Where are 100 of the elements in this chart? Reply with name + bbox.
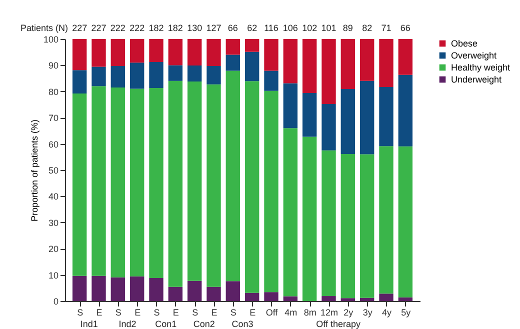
bar [226, 39, 240, 55]
bar [187, 81, 202, 281]
text: 82 [362, 23, 372, 33]
bar [283, 128, 298, 296]
x-tick-label: E [172, 308, 179, 318]
text: Off therapy [316, 319, 362, 329]
bar [226, 70, 240, 282]
text: Con1 [155, 319, 177, 329]
bar [340, 298, 356, 301]
bar [360, 154, 374, 298]
bar [206, 66, 221, 84]
bar [72, 93, 87, 276]
text: Con2 [193, 319, 215, 329]
bar [244, 52, 260, 82]
bar [379, 294, 394, 301]
x-tick-label: S [77, 308, 84, 318]
text: 66 [228, 23, 238, 33]
bar [398, 74, 413, 146]
bar [360, 39, 374, 81]
bar [110, 66, 126, 88]
x-tick-label: S [154, 308, 160, 318]
bar [130, 39, 144, 63]
bar [92, 86, 106, 276]
x-tick-label: E [134, 308, 141, 318]
text: 182 [148, 23, 164, 33]
bar [206, 286, 221, 301]
x-tick-label: S [230, 308, 236, 318]
bar [130, 62, 144, 89]
bar [264, 292, 278, 301]
bar [92, 276, 106, 301]
bar [110, 277, 126, 301]
bar [226, 281, 240, 301]
text: 222 [130, 23, 145, 33]
bar [360, 80, 374, 154]
text: 101 [321, 23, 336, 33]
bar [302, 136, 317, 301]
bar [206, 39, 221, 66]
bar [168, 286, 183, 301]
text: 127 [206, 23, 222, 33]
bar [398, 39, 413, 75]
y-tick-label: 40 [48, 192, 58, 202]
bar [264, 90, 278, 292]
x-tick-label: 5y [401, 308, 412, 318]
y-tick-label: 60 [48, 139, 58, 150]
text: Ind1 [80, 319, 98, 329]
text: 71 [381, 23, 392, 33]
y-tick-label: 70 [48, 113, 58, 124]
bar [72, 39, 87, 70]
bar [92, 66, 106, 86]
bar [360, 298, 374, 301]
bar [283, 296, 298, 301]
y-tick-label: 10 [48, 270, 58, 280]
legend-label: Healthy weight [451, 62, 511, 72]
bar [340, 154, 356, 298]
text: 227 [91, 23, 106, 33]
bar [302, 39, 317, 93]
x-tick-label: E [96, 308, 102, 318]
x-tick-label: S [192, 308, 198, 318]
bar [379, 39, 394, 87]
bar [187, 65, 202, 82]
text: 182 [168, 23, 183, 33]
text: 227 [72, 23, 88, 33]
text: Patients (N) [20, 23, 68, 33]
bar [110, 39, 126, 66]
bar [110, 87, 126, 278]
bar [244, 39, 260, 52]
bar [149, 39, 164, 62]
x-tick-label: E [211, 308, 218, 318]
bar [168, 39, 183, 66]
bar [264, 70, 278, 91]
bar [322, 150, 336, 296]
y-tick-label: 80 [48, 86, 58, 97]
bar [302, 92, 317, 137]
x-tick-label: 4m [284, 308, 298, 318]
text: 116 [264, 23, 278, 33]
x-tick-label: 3y [362, 308, 373, 318]
legend-label: Overweight [451, 50, 498, 60]
bar [283, 39, 298, 84]
x-tick-label: Off [266, 308, 278, 318]
y-tick-label: 0 [53, 296, 58, 306]
bar [130, 88, 144, 276]
bar [206, 84, 221, 287]
bar [149, 278, 164, 301]
bar [149, 62, 164, 88]
x-tick-label: 8m [304, 308, 316, 318]
y-tick-label: 100 [43, 34, 58, 44]
legend-label: Underweight [451, 74, 502, 84]
bar [379, 146, 394, 294]
text: Ind2 [118, 319, 136, 329]
y-axis-title: Proportion of patients (%) [29, 119, 40, 222]
bar [244, 292, 260, 301]
bar [187, 280, 202, 301]
bar [92, 39, 106, 67]
bar [130, 276, 144, 301]
bar [72, 70, 87, 94]
bar [340, 39, 356, 90]
bar [72, 276, 87, 301]
bar [264, 39, 278, 71]
text: 62 [247, 23, 258, 33]
x-tick-label: S [115, 308, 122, 318]
